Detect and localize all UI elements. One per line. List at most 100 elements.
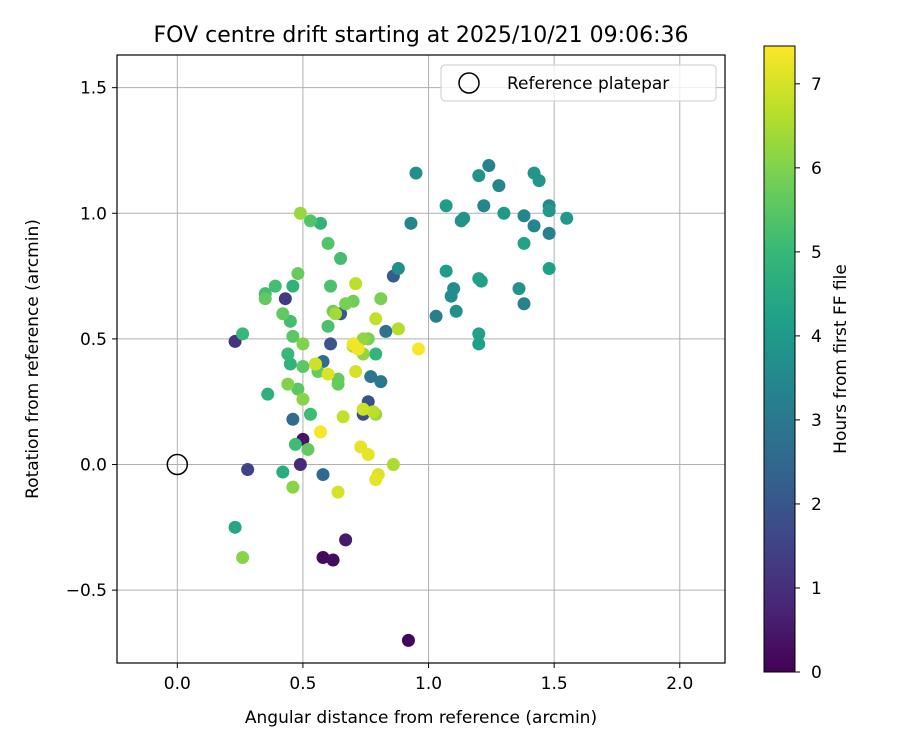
data-point <box>261 387 275 401</box>
data-point <box>356 402 370 416</box>
data-point <box>409 166 423 180</box>
x-tick-label: 0.0 <box>164 674 191 694</box>
x-tick-label: 0.5 <box>289 674 316 694</box>
data-point <box>291 267 305 281</box>
data-point <box>349 277 363 291</box>
data-point <box>429 309 443 323</box>
data-point <box>527 219 541 233</box>
data-point <box>374 292 388 306</box>
data-point <box>339 533 353 547</box>
data-point <box>286 279 300 293</box>
x-tick-label: 2.0 <box>666 674 693 694</box>
data-point <box>439 264 453 278</box>
data-point <box>369 473 383 487</box>
data-point <box>517 236 531 250</box>
data-point <box>404 216 418 230</box>
data-point <box>321 236 335 250</box>
data-point <box>316 550 330 564</box>
data-point <box>241 463 255 477</box>
data-point <box>339 297 353 311</box>
reference-point <box>166 453 189 476</box>
y-axis-label: Rotation from reference (arcmin) <box>23 219 43 499</box>
data-point <box>472 337 486 351</box>
reference-marker <box>166 453 189 476</box>
colorbar-tick-label: 4 <box>811 327 822 347</box>
colorbar-gradient <box>763 45 796 673</box>
x-axis: 0.0 0.5 1.0 1.5 2.0 <box>164 663 693 694</box>
chart-title: FOV centre drift starting at 2025/10/21 … <box>154 23 689 48</box>
data-point <box>283 357 297 371</box>
data-point <box>324 279 338 293</box>
data-point <box>329 307 343 321</box>
data-point <box>449 304 463 318</box>
data-point <box>560 211 574 225</box>
data-point <box>293 458 307 472</box>
data-point <box>472 327 486 341</box>
data-point <box>386 458 400 472</box>
data-point <box>303 407 317 421</box>
data-point <box>542 262 556 276</box>
data-point <box>401 633 415 647</box>
data-point <box>532 174 546 188</box>
data-point <box>281 377 295 391</box>
data-point <box>228 520 242 534</box>
colorbar-tick-label: 3 <box>811 411 822 431</box>
data-point <box>439 199 453 213</box>
data-point <box>296 337 310 351</box>
data-point <box>354 440 368 454</box>
data-point <box>314 216 328 230</box>
data-point <box>542 204 556 218</box>
data-point <box>288 437 302 451</box>
data-point <box>321 319 335 333</box>
data-point <box>308 357 322 371</box>
data-point <box>379 324 393 338</box>
colorbar-tick-label: 1 <box>811 579 822 599</box>
data-point <box>542 226 556 240</box>
colorbar-label: Hours from first FF file <box>831 264 851 454</box>
data-point <box>321 367 335 381</box>
data-point <box>517 209 531 223</box>
legend-box <box>440 64 717 102</box>
data-point <box>349 365 363 379</box>
data-point <box>276 307 290 321</box>
data-point <box>268 279 282 293</box>
colorbar-tick-label: 6 <box>811 159 822 179</box>
data-point <box>472 272 486 286</box>
x-tick-label: 1.0 <box>415 674 442 694</box>
colorbar-tick-label: 7 <box>811 75 822 95</box>
data-point <box>236 327 250 341</box>
data-point <box>492 179 506 193</box>
data-point <box>326 553 340 567</box>
y-tick-label: 1.5 <box>80 79 107 99</box>
data-point <box>276 465 290 479</box>
data-point <box>517 297 531 311</box>
data-point <box>258 292 272 306</box>
data-point <box>512 282 526 296</box>
y-tick-label: 1.0 <box>80 204 107 224</box>
y-tick-label: 0.5 <box>80 330 107 350</box>
data-point <box>286 412 300 426</box>
data-point <box>366 405 380 419</box>
data-point <box>336 410 350 424</box>
x-axis-label: Angular distance from reference (arcmin) <box>245 708 597 728</box>
data-point <box>482 159 496 173</box>
data-point <box>369 312 383 326</box>
data-point <box>281 347 295 361</box>
data-point <box>477 199 491 213</box>
data-point <box>324 337 338 351</box>
legend-reference-marker <box>458 72 480 94</box>
data-point <box>291 382 305 396</box>
data-point <box>296 360 310 374</box>
data-point <box>364 370 378 384</box>
data-point <box>293 206 307 220</box>
data-point <box>356 332 370 346</box>
data-points <box>228 159 574 647</box>
legend: Reference platepar <box>440 64 717 102</box>
data-point <box>391 262 405 276</box>
data-point <box>314 425 328 439</box>
colorbar: 0 1 2 3 4 5 6 7 Hours from first FF file <box>763 45 851 683</box>
data-point <box>457 211 471 225</box>
colorbar-tick-label: 2 <box>811 495 822 515</box>
data-point <box>411 342 425 356</box>
